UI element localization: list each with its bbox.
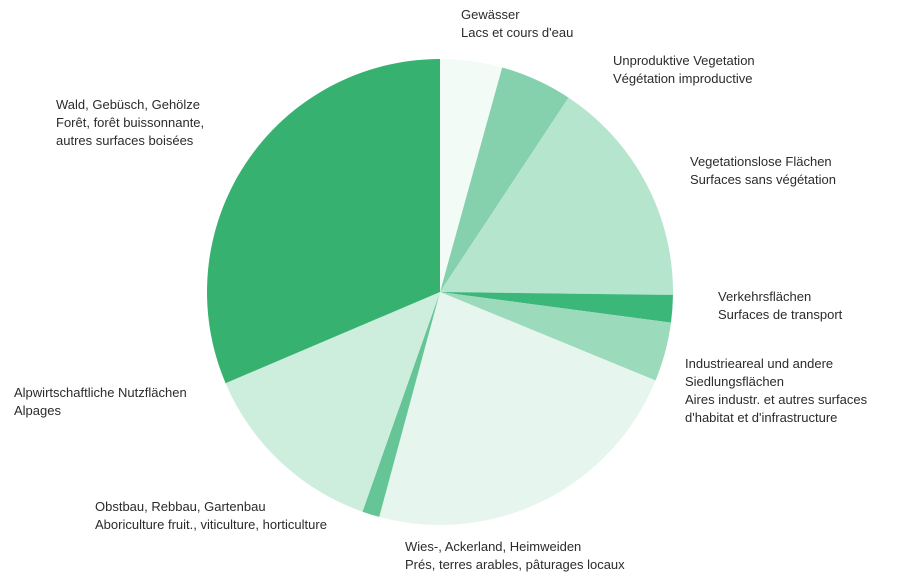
label-industrieareal: Industrieareal und andere Siedlungsfläch… <box>685 356 868 425</box>
label-alpwirtschaftliche: Alpwirtschaftliche Nutzflächen Alpages <box>14 385 187 418</box>
pie-slice-7 <box>225 292 440 512</box>
pie-slice-6 <box>362 292 440 517</box>
label-unproduktive-vegetation: Unproduktive Vegetation Végétation impro… <box>613 53 755 86</box>
pie-slice-4 <box>440 292 671 381</box>
label-verkehrsflachen: Verkehrsflächen Surfaces de transport <box>718 289 843 322</box>
pie-slice-1 <box>440 67 569 292</box>
label-vegetationslose-flachen: Vegetationslose Flächen Surfaces sans vé… <box>690 154 836 187</box>
pie-slice-8 <box>207 59 440 384</box>
label-wald: Wald, Gebüsch, Gehölze Forêt, forêt buis… <box>56 97 205 148</box>
label-obstbau: Obstbau, Rebbau, Gartenbau Aboriculture … <box>95 499 327 532</box>
pie-slice-2 <box>440 97 673 295</box>
pie-slice-5 <box>379 292 656 525</box>
label-gewasser: Gewässer Lacs et cours d'eau <box>461 7 574 40</box>
label-wies-ackerland: Wies-, Ackerland, Heimweiden Prés, terre… <box>405 539 625 572</box>
pie-slice-3 <box>440 292 673 323</box>
pie-slice-0 <box>440 59 503 292</box>
